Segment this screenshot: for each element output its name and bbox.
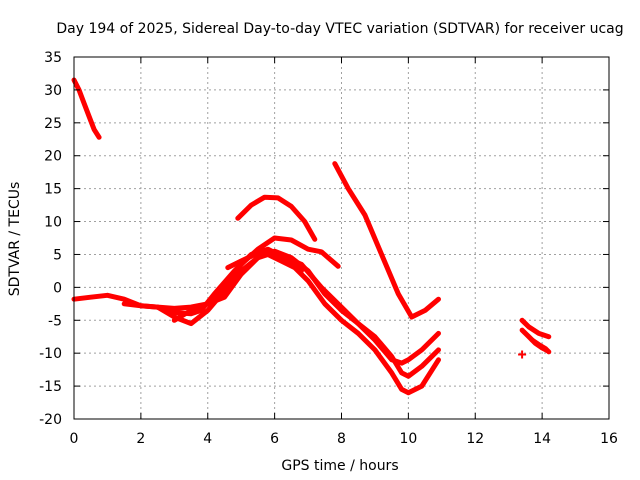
y-tick-label: -20 (39, 412, 62, 428)
y-axis-label: SDTVAR / TECUs (7, 182, 23, 297)
x-tick-label: 6 (270, 431, 279, 447)
x-tick-label: 10 (399, 431, 417, 447)
y-tick-label: 5 (53, 247, 62, 263)
x-tick-label: 0 (70, 431, 79, 447)
y-tick-label: -5 (48, 313, 62, 329)
series-sat-f (155, 252, 441, 396)
y-tick-label: 35 (44, 50, 62, 66)
y-tick-label: 10 (44, 215, 62, 231)
series-sat-c (332, 161, 441, 320)
x-axis-label: GPS time / hours (281, 458, 398, 474)
series-sat-h (225, 249, 304, 274)
y-tick-label: -15 (39, 379, 62, 395)
grid (74, 57, 609, 419)
y-axis-ticks: -20 -15 -10 -5 0 5 10 15 20 25 30 35 (39, 50, 609, 428)
x-tick-label: 4 (203, 431, 212, 447)
series-layer (71, 77, 552, 396)
series-sat-a (71, 77, 102, 140)
y-tick-label: 20 (44, 149, 62, 165)
y-tick-label: 25 (44, 116, 62, 132)
x-axis-ticks: 0 2 4 6 8 10 12 14 16 (70, 57, 618, 447)
series-sat-g (171, 248, 441, 379)
x-tick-label: 14 (533, 431, 551, 447)
x-tick-label: 2 (136, 431, 145, 447)
series-sat-b (235, 194, 318, 242)
y-tick-label: -10 (39, 346, 62, 362)
series-sat-i (519, 317, 552, 340)
y-tick-label: 0 (53, 280, 62, 296)
series-sat-k (529, 337, 552, 355)
x-tick-label: 12 (466, 431, 484, 447)
x-tick-label: 8 (337, 431, 346, 447)
y-tick-label: 15 (44, 182, 62, 198)
chart-title: Day 194 of 2025, Sidereal Day-to-day VTE… (56, 21, 623, 37)
x-tick-label: 16 (600, 431, 618, 447)
series-sat-l (518, 350, 527, 359)
y-tick-label: 30 (44, 83, 62, 99)
